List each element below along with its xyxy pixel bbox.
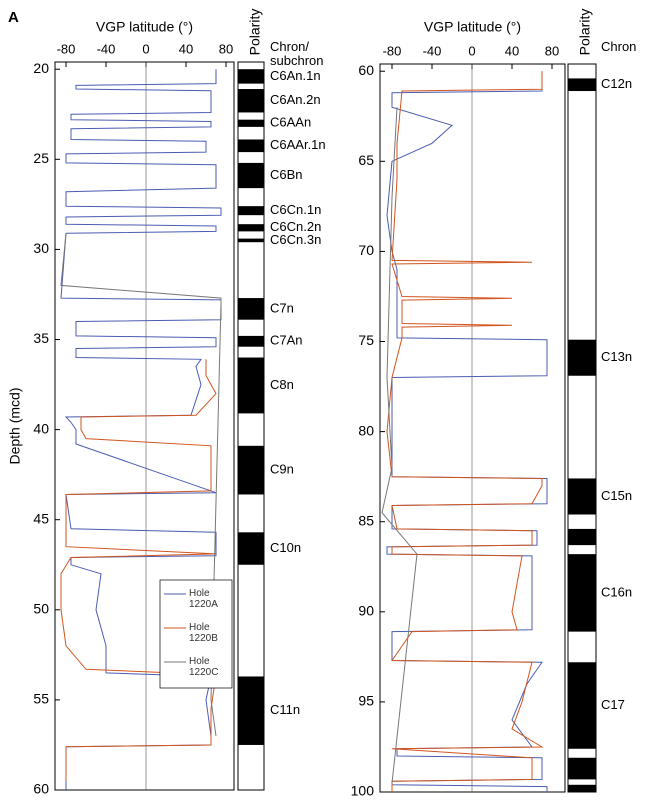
- plot-frame: [54, 61, 235, 791]
- y-tick-label: 100: [351, 783, 375, 799]
- x-axis-label: VGP latitude (°): [96, 19, 193, 35]
- data-line: [386, 71, 544, 792]
- normal-polarity: [238, 224, 264, 232]
- normal-polarity: [568, 478, 596, 515]
- chron-header: Chron: [601, 39, 637, 54]
- y-tick-label: 75: [358, 332, 374, 348]
- normal-polarity: [568, 662, 596, 749]
- chron-label: C6Cn.3n: [270, 232, 321, 247]
- normal-polarity: [238, 445, 264, 495]
- panel-label: A: [8, 9, 19, 26]
- data-line: [60, 233, 222, 736]
- y-tick-label: 25: [33, 150, 49, 166]
- polarity-header: Polarity: [247, 9, 263, 56]
- data-line: [60, 359, 217, 781]
- polarity-header: Polarity: [577, 9, 593, 56]
- y-axis-label: Depth (mcd): [7, 387, 23, 464]
- normal-polarity: [568, 757, 596, 780]
- y-tick-label: 95: [358, 693, 374, 709]
- x-axis-label: VGP latitude (°): [424, 19, 521, 35]
- data-line: [381, 107, 418, 784]
- normal-polarity: [238, 357, 264, 414]
- chron-label: C6Bn: [270, 167, 303, 182]
- normal-polarity: [238, 532, 264, 565]
- y-tick-label: 60: [358, 62, 374, 78]
- y-tick-label: 50: [33, 601, 49, 617]
- chron-label: C7n: [270, 300, 294, 315]
- x-tick-label: 80: [219, 41, 233, 56]
- normal-polarity: [238, 139, 264, 153]
- y-tick-label: 85: [358, 512, 374, 528]
- y-tick-label: 35: [33, 330, 49, 346]
- x-tick-label: -40: [97, 41, 116, 56]
- y-tick-label: 60: [33, 781, 49, 797]
- chron-label: C6AAn: [270, 115, 311, 130]
- y-tick-label: 40: [33, 420, 49, 436]
- normal-polarity: [238, 335, 264, 347]
- chron-label: C6An.1n: [270, 68, 321, 83]
- normal-polarity: [238, 119, 264, 127]
- chron-label: C10n: [270, 540, 301, 555]
- y-tick-label: 45: [33, 510, 49, 526]
- x-tick-label: -80: [383, 43, 402, 58]
- chron-label: C7An: [270, 333, 303, 348]
- normal-polarity: [238, 162, 264, 189]
- legend-box: [159, 579, 233, 689]
- normal-polarity: [238, 676, 264, 745]
- legend-label: Hole 1220B: [189, 622, 218, 644]
- normal-polarity: [238, 238, 264, 243]
- chron-label: C13n: [601, 349, 632, 364]
- chron-label: C6AAr.1n: [270, 137, 326, 152]
- normal-polarity: [238, 206, 264, 216]
- data-line: [60, 69, 222, 790]
- x-tick-label: 40: [505, 43, 519, 58]
- legend-label: Hole 1220C: [189, 656, 219, 678]
- chron-label: C12n: [601, 76, 632, 91]
- x-tick-label: 0: [142, 41, 149, 56]
- polarity-column: [237, 61, 265, 791]
- x-tick-label: 0: [468, 43, 475, 58]
- x-tick-label: 40: [179, 41, 193, 56]
- chron-label: C6An.2n: [270, 92, 321, 107]
- y-tick-label: 20: [33, 60, 49, 76]
- y-tick-label: 70: [358, 242, 374, 258]
- normal-polarity: [568, 78, 596, 92]
- normal-polarity: [238, 298, 264, 320]
- y-tick-label: 65: [358, 152, 374, 168]
- chron-label: C8n: [270, 377, 294, 392]
- chron-header: Chron/ subchron: [270, 39, 324, 68]
- y-tick-label: 30: [33, 240, 49, 256]
- chron-label: C6Cn.2n: [270, 219, 321, 234]
- chron-label: C9n: [270, 462, 294, 477]
- plot-frame: [379, 63, 566, 793]
- x-tick-label: -40: [423, 43, 442, 58]
- x-tick-label: -80: [57, 41, 76, 56]
- normal-polarity: [568, 784, 596, 792]
- y-tick-label: 90: [358, 603, 374, 619]
- normal-polarity: [238, 89, 264, 113]
- chron-label: C11n: [270, 702, 300, 717]
- x-tick-label: 80: [545, 43, 559, 58]
- normal-polarity: [238, 69, 264, 84]
- legend-label: Hole 1220A: [189, 588, 218, 610]
- normal-polarity: [568, 554, 596, 632]
- y-tick-label: 55: [33, 691, 49, 707]
- y-tick-label: 80: [358, 422, 374, 438]
- chron-label: C6Cn.1n: [270, 202, 321, 217]
- normal-polarity: [568, 528, 596, 546]
- normal-polarity: [568, 339, 596, 376]
- chron-label: C17: [601, 697, 625, 712]
- data-line: [386, 71, 548, 792]
- chron-label: C15n: [601, 488, 632, 503]
- chron-label: C16n: [601, 584, 632, 599]
